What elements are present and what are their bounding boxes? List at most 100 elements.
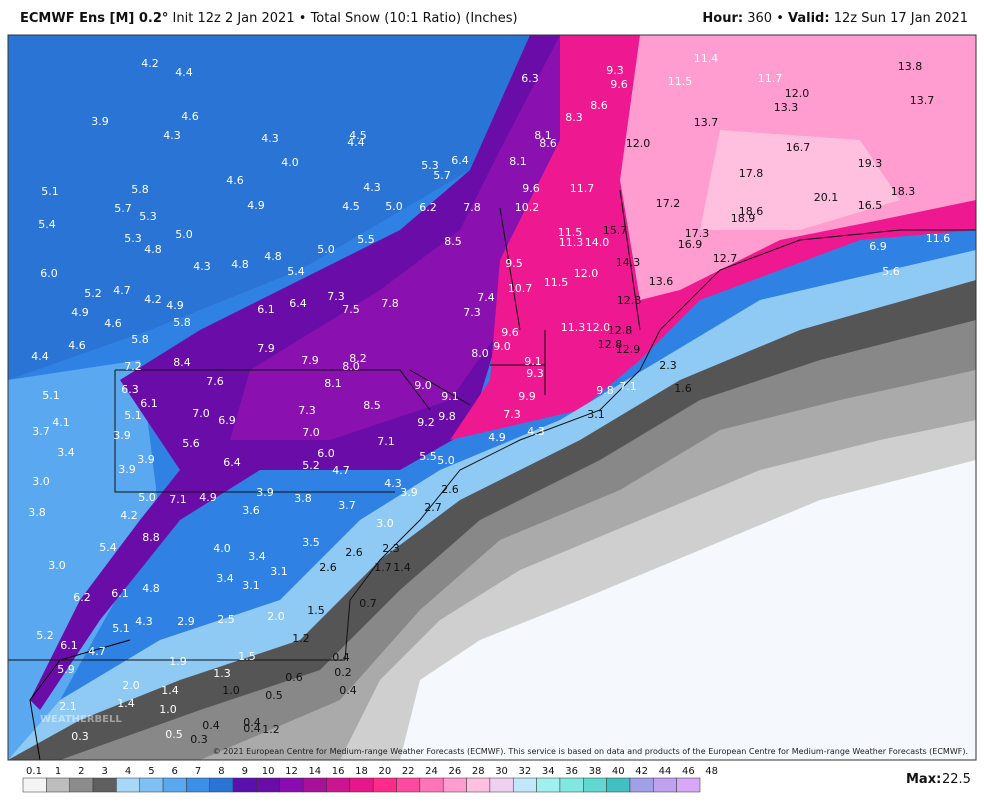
colorbar-cell [466, 777, 491, 793]
snow-value: 7.6 [206, 375, 224, 388]
colorbar-cell [419, 777, 444, 793]
snow-value: 6.3 [121, 383, 139, 396]
hour-label: Hour: [702, 11, 744, 26]
snow-value: 4.3 [363, 181, 381, 194]
colorbar-label: 16 [332, 766, 345, 777]
snow-value: 13.8 [898, 60, 923, 73]
colorbar-label: 42 [635, 766, 648, 777]
snow-value: 7.0 [192, 407, 210, 420]
snow-value: 1.0 [222, 684, 240, 697]
snow-value: 5.5 [419, 450, 437, 463]
snow-value: 6.0 [40, 267, 58, 280]
colorbar-label: 34 [542, 766, 555, 777]
snow-value: 5.2 [84, 287, 102, 300]
snow-value: 9.5 [505, 257, 523, 270]
colorbar-cell [606, 777, 631, 793]
snow-value: 4.5 [342, 200, 360, 213]
snow-value: 18.9 [731, 212, 756, 225]
snow-value: 4.3 [384, 477, 402, 490]
snow-value: 5.6 [182, 437, 200, 450]
snow-value: 9.9 [518, 390, 536, 403]
snow-value: 7.1 [619, 380, 637, 393]
snow-value: 3.9 [91, 115, 109, 128]
colorbar-cell [349, 777, 374, 793]
snow-value: 12.8 [617, 294, 642, 307]
snow-value: 7.9 [257, 342, 275, 355]
snow-value: 2.7 [424, 501, 442, 514]
snow-value: 0.4 [332, 651, 350, 664]
snow-value: 20.1 [814, 191, 839, 204]
snow-value: 10.2 [515, 201, 540, 214]
colorbar-cell [92, 777, 117, 793]
colorbar-label: 22 [402, 766, 415, 777]
snow-value: 9.1 [441, 390, 459, 403]
colorbar-cell [676, 777, 701, 793]
colorbar-cell [653, 777, 677, 793]
snow-value: 1.5 [238, 650, 256, 663]
sep: • [776, 11, 784, 26]
snow-value: 12.9 [616, 343, 641, 356]
snow-value: 2.5 [217, 613, 235, 626]
colorbar-label: 38 [589, 766, 602, 777]
snow-value: 4.0 [213, 542, 231, 555]
snow-value: 4.8 [264, 250, 282, 263]
snow-value: 0.2 [334, 666, 352, 679]
colorbar-label: 9 [242, 766, 248, 777]
colorbar-cell [559, 777, 584, 793]
colorbar-cell [162, 777, 187, 793]
colorbar-cell [372, 777, 397, 793]
snow-value: 17.8 [739, 167, 764, 180]
snow-value: 13.6 [649, 275, 674, 288]
snow-value: 13.7 [910, 94, 935, 107]
snow-value: 3.9 [113, 429, 131, 442]
snow-value: 11.7 [758, 72, 783, 85]
snow-value: 8.1 [324, 377, 342, 390]
snow-value: 2.9 [177, 615, 195, 628]
snow-value: 0.3 [71, 730, 89, 743]
colorbar-cell [116, 777, 140, 793]
snow-value: 7.3 [463, 306, 481, 319]
snow-value: 6.1 [140, 397, 158, 410]
snow-value: 3.0 [376, 517, 394, 530]
colorbar-cell [583, 777, 607, 793]
snow-value: 11.7 [570, 182, 595, 195]
colorbar-cell [186, 777, 211, 793]
header: ECMWF Ens [M] 0.2° Init 12z 2 Jan 2021 •… [0, 0, 984, 34]
snow-value: 4.3 [193, 260, 211, 273]
colorbar: 0.1 1 2 3 4 5 6 7 8 9 10 12 14 16 18 20 22 24 26 28 30 32 34 36… [22, 766, 718, 793]
snow-value: 4.2 [144, 293, 162, 306]
snow-value: 9.3 [526, 367, 544, 380]
colorbar-cell [46, 777, 70, 793]
colorbar-cell [69, 777, 94, 793]
colorbar-cell [536, 777, 561, 793]
snow-value: 8.4 [173, 356, 191, 369]
snow-value: 7.0 [302, 426, 320, 439]
snow-value: 9.0 [414, 379, 432, 392]
snow-value: 7.3 [503, 408, 521, 421]
colorbar-label: 10 [262, 766, 275, 777]
snow-value: 5.0 [317, 243, 335, 256]
snow-value: 13.7 [694, 116, 719, 129]
valid-time: Hour: 360 • Valid: 12z Sun 17 Jan 2021 [702, 11, 968, 26]
colorbar-label: 3 [102, 766, 108, 777]
colorbar-label: 5 [148, 766, 154, 777]
value-labels: 4.24.43.9 4.64.3 4.3 4.54.44.0 5.3 6.46.39.39… [28, 52, 950, 746]
colorbar-label: 2 [78, 766, 84, 777]
snow-value: 3.1 [587, 408, 605, 421]
snow-value: 7.3 [298, 404, 316, 417]
colorbar-label: 7 [195, 766, 201, 777]
snow-value: 11.3 [559, 236, 584, 249]
snow-value: 6.2 [73, 591, 91, 604]
snow-value: 4.6 [226, 174, 244, 187]
colorbar-label: 20 [378, 766, 391, 777]
colorbar-cell [232, 777, 257, 793]
snow-value: 4.2 [141, 57, 159, 70]
snow-value: 3.4 [57, 446, 75, 459]
colorbar-label: 12 [285, 766, 298, 777]
snow-value: 1.3 [213, 667, 231, 680]
snow-value: 8.8 [142, 531, 160, 544]
product: Total Snow (10:1 Ratio) (Inches) [310, 11, 518, 26]
valid: 12z Sun 17 Jan 2021 [833, 11, 968, 26]
